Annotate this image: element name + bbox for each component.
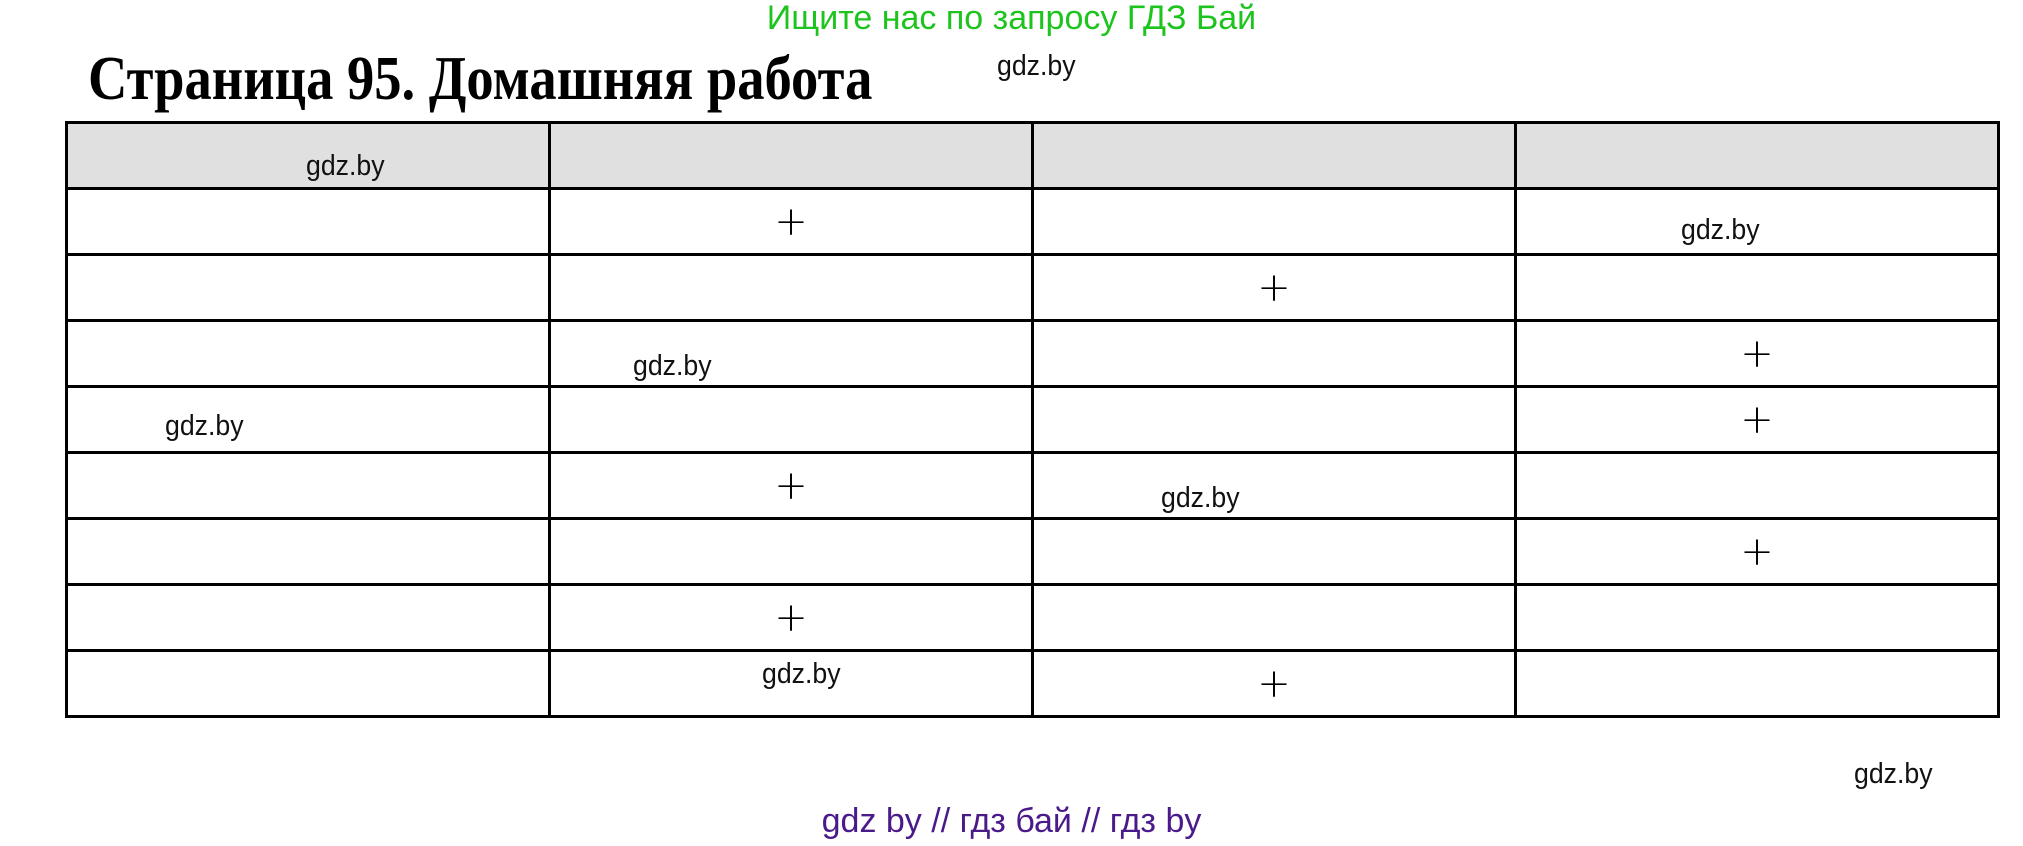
table-cell <box>1514 253 2000 322</box>
watermark: gdz.by <box>306 150 385 182</box>
footer-text: gdz by // гдз бай // гдз by <box>821 802 1202 840</box>
watermark: gdz.by <box>1161 482 1240 514</box>
watermark: gdz.by <box>633 350 712 382</box>
table-cell: + <box>1031 253 1517 322</box>
table-cell <box>65 319 551 388</box>
table-cell <box>65 649 551 718</box>
watermark: gdz.by <box>762 658 841 690</box>
plus-mark: + <box>1740 330 1774 377</box>
answer-table: + + + + + + + + <box>65 121 2000 718</box>
watermark: gdz.by <box>997 50 1076 82</box>
table-header-row <box>65 121 2000 190</box>
table-cell <box>1031 319 1517 388</box>
table-cell <box>1514 187 2000 256</box>
watermark: gdz.by <box>165 410 244 442</box>
table-cell: + <box>548 583 1034 652</box>
table-row: + <box>65 649 2000 718</box>
plus-mark: + <box>1740 528 1774 575</box>
table-cell <box>548 121 1034 190</box>
plus-mark: + <box>774 462 808 509</box>
table-cell <box>1514 649 2000 718</box>
table-cell <box>1031 187 1517 256</box>
table-cell <box>65 121 551 190</box>
watermark: gdz.by <box>1681 214 1760 246</box>
table-cell <box>65 385 551 454</box>
watermark: gdz.by <box>1854 758 1933 790</box>
table-cell <box>1031 385 1517 454</box>
table-cell <box>1514 121 2000 190</box>
table-cell: + <box>1514 319 2000 388</box>
table-row: + <box>65 451 2000 520</box>
table-cell: + <box>1514 385 2000 454</box>
table-cell <box>65 187 551 256</box>
table-row: + <box>65 583 2000 652</box>
table-cell <box>1031 121 1517 190</box>
table-cell <box>1514 583 2000 652</box>
table-cell <box>65 517 551 586</box>
table-cell <box>1031 583 1517 652</box>
table-cell <box>65 253 551 322</box>
promo-text: Ищите нас по запросу ГДЗ Бай <box>766 0 1257 37</box>
table-cell <box>1031 517 1517 586</box>
table-cell <box>65 451 551 520</box>
table-cell <box>1514 451 2000 520</box>
table-row: + <box>65 319 2000 388</box>
plus-mark: + <box>774 594 808 641</box>
table-cell: + <box>1514 517 2000 586</box>
table-cell <box>548 649 1034 718</box>
table-cell <box>548 385 1034 454</box>
table-cell <box>1031 451 1517 520</box>
table-cell: + <box>1031 649 1517 718</box>
table-row: + <box>65 385 2000 454</box>
plus-mark: + <box>1257 264 1291 311</box>
table-cell <box>548 253 1034 322</box>
table-cell <box>548 319 1034 388</box>
table-row: + <box>65 253 2000 322</box>
plus-mark: + <box>1740 396 1774 443</box>
plus-mark: + <box>1257 660 1291 707</box>
table-cell: + <box>548 187 1034 256</box>
table-cell <box>65 583 551 652</box>
page-title: Страница 95. Домашняя работа <box>88 45 873 113</box>
plus-mark: + <box>774 198 808 245</box>
table-cell: + <box>548 451 1034 520</box>
table-cell <box>548 517 1034 586</box>
table-row: + <box>65 517 2000 586</box>
table-row: + <box>65 187 2000 256</box>
